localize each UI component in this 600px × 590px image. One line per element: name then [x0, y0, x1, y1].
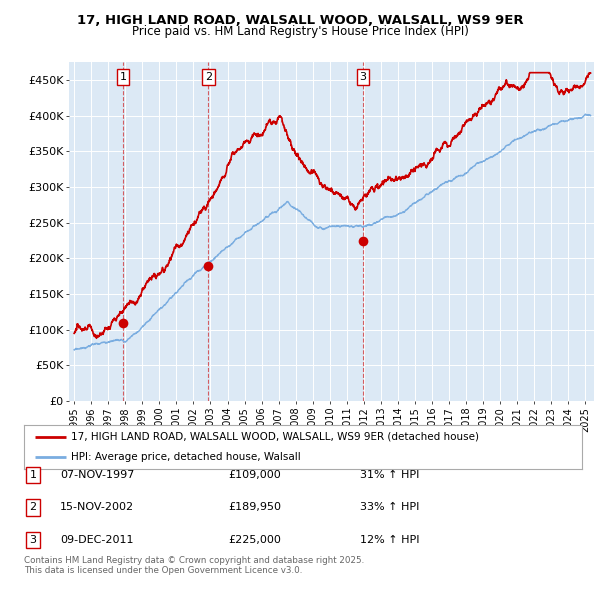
Text: 33% ↑ HPI: 33% ↑ HPI [360, 503, 419, 512]
Text: £189,950: £189,950 [228, 503, 281, 512]
Text: 15-NOV-2002: 15-NOV-2002 [60, 503, 134, 512]
Text: 2: 2 [29, 503, 37, 512]
Text: 17, HIGH LAND ROAD, WALSALL WOOD, WALSALL, WS9 9ER: 17, HIGH LAND ROAD, WALSALL WOOD, WALSAL… [77, 14, 523, 27]
Text: 1: 1 [29, 470, 37, 480]
Text: 2: 2 [205, 72, 212, 82]
Text: 3: 3 [359, 72, 367, 82]
Text: 07-NOV-1997: 07-NOV-1997 [60, 470, 134, 480]
Text: 09-DEC-2011: 09-DEC-2011 [60, 535, 133, 545]
Text: Price paid vs. HM Land Registry's House Price Index (HPI): Price paid vs. HM Land Registry's House … [131, 25, 469, 38]
Text: 12% ↑ HPI: 12% ↑ HPI [360, 535, 419, 545]
Text: £109,000: £109,000 [228, 470, 281, 480]
Text: 1: 1 [119, 72, 127, 82]
Text: 17, HIGH LAND ROAD, WALSALL WOOD, WALSALL, WS9 9ER (detached house): 17, HIGH LAND ROAD, WALSALL WOOD, WALSAL… [71, 432, 479, 442]
Text: 3: 3 [29, 535, 37, 545]
Text: 31% ↑ HPI: 31% ↑ HPI [360, 470, 419, 480]
Text: Contains HM Land Registry data © Crown copyright and database right 2025.
This d: Contains HM Land Registry data © Crown c… [24, 556, 364, 575]
Text: HPI: Average price, detached house, Walsall: HPI: Average price, detached house, Wals… [71, 452, 301, 462]
Text: £225,000: £225,000 [228, 535, 281, 545]
